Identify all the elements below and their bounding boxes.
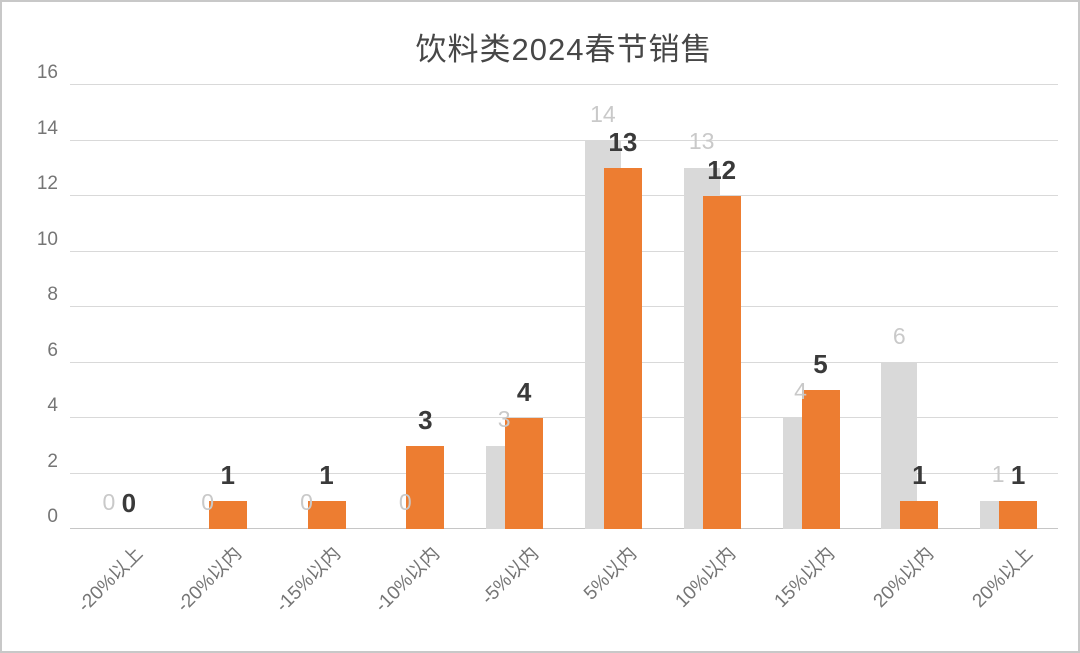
value-label-orange-series: 5 [813,349,828,380]
y-axis-tick-label: 10 [36,228,58,250]
x-axis-category-label: -10%以内 [370,543,444,617]
value-label-orange-series: 0 [121,488,137,518]
y-axis-tick-label: 12 [36,173,58,194]
x-axis-category-label: 20%以内 [869,543,938,612]
value-label-orange-series: 1 [912,460,927,491]
x-axis-category-label: 5%以内 [580,543,642,605]
bar-orange-series [801,390,840,529]
bar-orange-series [900,501,939,529]
value-label-gray-series: 0 [398,489,412,515]
value-label-gray-series: 4 [794,378,807,404]
value-label-gray-series: 0 [102,489,116,515]
value-label-gray-series: 14 [590,100,616,127]
value-label-orange-series: 4 [516,377,532,407]
gridline [70,528,1058,529]
bar-orange-series [208,501,247,529]
bar-orange-series [406,445,445,529]
value-label-orange-series: 3 [418,404,433,435]
value-label-gray-series: 1 [991,461,1005,488]
x-axis-category-label: -5%以内 [477,543,543,609]
y-axis-tick-label: 0 [47,506,58,527]
y-axis-tick-label: 2 [47,450,58,472]
y-axis-tick-label: 16 [36,62,58,83]
y-axis-tick-label: 8 [47,284,58,305]
value-label-orange-series: 1 [1010,460,1026,491]
gridline [70,417,1058,418]
x-axis-category-label: -20%以内 [173,543,247,617]
bar-orange-series [999,501,1038,529]
gridline [70,306,1058,307]
x-axis-category-label: 15%以内 [770,543,840,612]
y-axis-tick-label: 14 [36,117,58,139]
y-axis-tick-label: 6 [47,339,58,361]
gridline [70,84,1058,85]
gridline [70,250,1058,252]
bar-orange-series [307,501,346,529]
x-axis-category-label: -20%以上 [74,543,148,617]
value-label-orange-series: 1 [220,460,235,491]
bar-orange-series [702,196,741,529]
bar-orange-series [505,418,544,529]
value-label-gray-series: 3 [497,405,511,432]
x-axis-category-label: -15%以内 [272,543,346,617]
gridline [70,195,1058,196]
bar-orange-series [603,168,642,529]
y-axis-tick-label: 4 [47,395,58,416]
value-label-orange-series: 12 [707,155,737,185]
value-label-gray-series: 0 [300,489,313,515]
value-label-orange-series: 1 [319,460,334,491]
value-label-orange-series: 13 [608,127,638,158]
gridline [70,361,1058,363]
x-axis-category-label: 20%以上 [968,543,1037,612]
value-label-gray-series: 13 [688,128,715,155]
value-label-gray-series: 0 [201,489,215,515]
value-label-gray-series: 6 [892,322,906,349]
gridline [70,139,1058,141]
gridline [70,472,1058,474]
x-axis-category-label: 10%以内 [671,543,741,612]
chart-title: 饮料类2024春节销售 [415,32,713,67]
plot-area: 0 2 4 6 8 10 12 14 16 0 0 -20%以上 0 1 -20%以内 0 1 -15%以内 0 3-… [37,62,1058,616]
